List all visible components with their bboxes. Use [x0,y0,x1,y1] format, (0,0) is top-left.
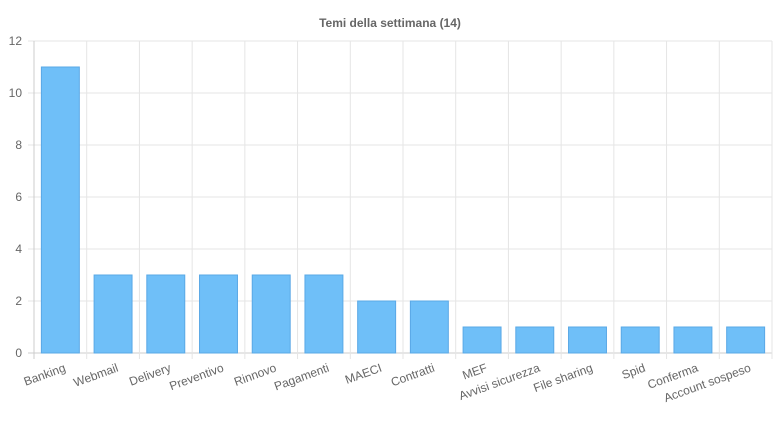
x-tick-label: File sharing [531,361,594,395]
y-tick-label: 6 [15,190,22,204]
x-tick-label: Contratti [389,361,436,390]
bar-maeci[interactable] [357,300,397,354]
bar-avvisi-sicurezza[interactable] [515,326,555,354]
bar-delivery[interactable] [146,274,186,354]
y-tick-label: 4 [15,242,22,256]
chart-title: Temi della settimana (14) [319,16,461,30]
x-tick-label: Spid [620,361,647,382]
bar-pagamenti[interactable] [304,274,344,354]
y-tick-label: 0 [15,346,22,360]
x-tick-label: Rinnovo [232,361,278,389]
bar-conferma[interactable] [673,326,713,354]
y-tick-label: 10 [9,86,23,100]
x-tick-label: Delivery [127,361,173,389]
y-axis-ticks: 0 2 4 6 8 10 12 [9,34,23,360]
bar-preventivo[interactable] [199,274,238,354]
bar-file-sharing[interactable] [568,326,607,354]
bar-contratti[interactable] [409,300,449,354]
x-tick-label: Preventivo [167,361,225,394]
y-tick-label: 12 [9,34,23,48]
bar-webmail[interactable] [93,274,133,354]
y-tick-label: 2 [15,294,22,308]
x-tick-label: Banking [22,361,68,389]
x-tick-label: MAECI [343,361,384,387]
grid [28,40,773,359]
bar-rinnovo[interactable] [251,274,291,354]
bars [40,66,766,354]
x-tick-label: Webmail [72,361,120,390]
y-tick-label: 8 [15,138,22,152]
bar-account-sospeso[interactable] [726,326,766,354]
bar-spid[interactable] [620,326,660,354]
x-tick-label: Pagamenti [272,361,331,394]
bar-banking[interactable] [40,66,80,354]
bar-mef[interactable] [462,326,502,354]
